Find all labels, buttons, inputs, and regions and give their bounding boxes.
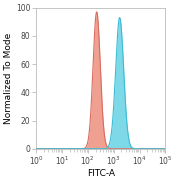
Y-axis label: Normalized To Mode: Normalized To Mode <box>4 33 13 124</box>
X-axis label: FITC-A: FITC-A <box>87 169 115 178</box>
